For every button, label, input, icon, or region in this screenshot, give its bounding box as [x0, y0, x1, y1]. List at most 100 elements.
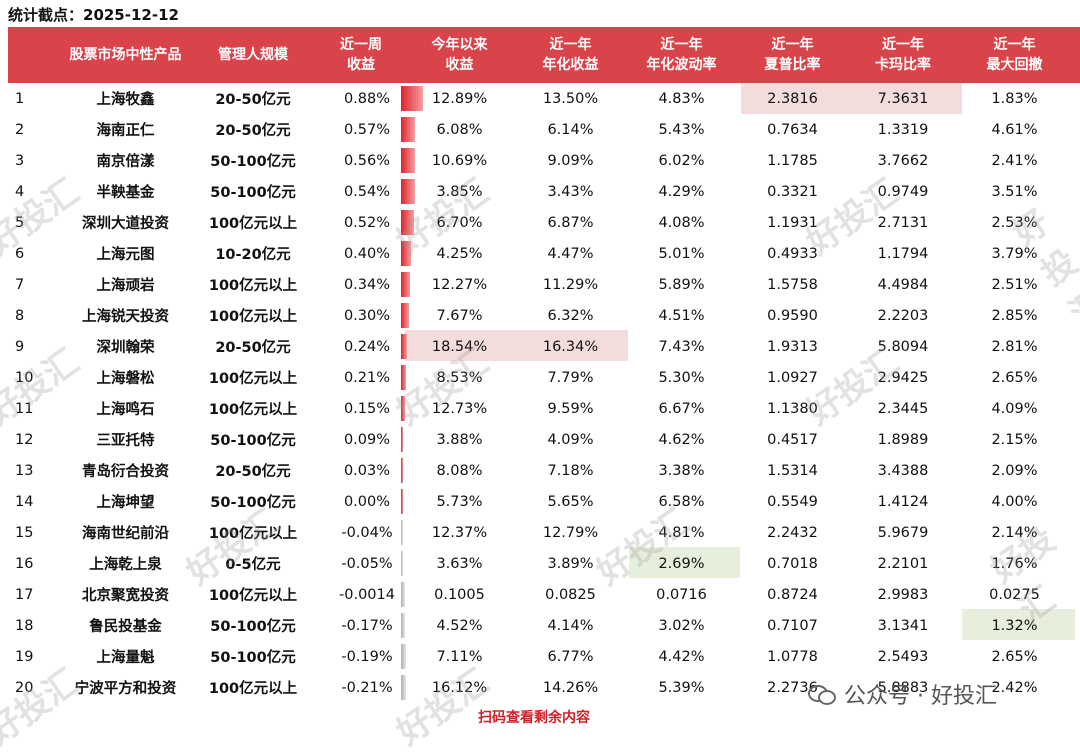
product-name: 上海顽岩 — [96, 278, 155, 294]
annual-volatility: 3.38% — [658, 462, 705, 479]
product-name: 上海元图 — [96, 247, 155, 263]
sharpe-ratio: 0.7634 — [767, 121, 818, 138]
week-return: 0.88% — [318, 83, 423, 114]
row-index: 12 — [15, 431, 34, 448]
week-return-text: 0.03% — [343, 462, 391, 479]
table-row: 14 上海坤望 50-100亿元 0.00% 5.73% 5.65% 6.58% 0.5549… — [8, 486, 1080, 517]
week-return-bar — [401, 520, 403, 545]
footer-note[interactable]: 扫码查看剩余内容 — [478, 710, 590, 726]
calmar-ratio: 1.4124 — [877, 493, 929, 510]
sharpe-ratio: 2.2736 — [767, 679, 818, 696]
product-name: 上海坤望 — [96, 495, 155, 511]
row-index: 14 — [15, 493, 34, 510]
week-return: 0.30% — [318, 300, 409, 331]
table-header: 股票市场中性产品 管理人规模 近一周 收益 今年以来 收益 近一年 年化收益 近一年年… — [8, 27, 1080, 83]
calmar-ratio: 0.9749 — [877, 183, 929, 200]
calmar-ratio: 2.3445 — [877, 400, 929, 417]
ytd-return: 16.12% — [431, 679, 488, 696]
week-return-text: 0.30% — [343, 307, 391, 324]
week-return: -0.21% — [318, 672, 407, 703]
week-return-text: 0.88% — [343, 90, 391, 107]
highlight-dd-min — [962, 609, 1075, 640]
sharpe-ratio: 1.1931 — [767, 214, 818, 231]
product-name: 北京聚宽投资 — [82, 588, 169, 604]
header-scale: 管理人规模 — [218, 47, 288, 63]
calmar-ratio: 2.5493 — [877, 648, 929, 665]
header-ann-vol: 近一年 年化波动率 — [646, 37, 717, 73]
sharpe-ratio: 0.8724 — [767, 586, 818, 603]
row-index: 3 — [15, 152, 25, 169]
table-row: 16 上海乾上泉 0-5亿元 -0.05% 3.63% 3.89% 2.69% 0.7018 2… — [8, 548, 1080, 579]
week-return-text: -0.05% — [341, 555, 393, 572]
product-name: 深圳大道投资 — [82, 216, 169, 232]
manager-scale: 50-100亿元 — [210, 154, 296, 170]
manager-scale: 50-100亿元 — [210, 650, 296, 666]
week-return-bar — [401, 303, 409, 328]
product-name: 半鞅基金 — [96, 185, 155, 201]
header-max-dd: 近一年 最大回撤 — [986, 37, 1043, 73]
product-name: 深圳翰荣 — [96, 340, 155, 356]
sharpe-ratio: 0.3321 — [767, 183, 818, 200]
table-row: 3 南京倍漾 50-100亿元 0.56% 10.69% 9.09% 6.02% 1.1785… — [8, 145, 1080, 176]
ytd-return: 10.69% — [431, 152, 488, 169]
stat-date: 统计截点：2025-12-12 — [8, 6, 179, 24]
sharpe-ratio: 1.1785 — [767, 152, 818, 169]
annual-volatility: 4.08% — [658, 214, 705, 231]
sharpe-ratio: 0.9590 — [767, 307, 818, 324]
table-row: 6 上海元图 10-20亿元 0.40% 4.25% 4.47% 5.01% 0.4933 1.… — [8, 238, 1080, 269]
ytd-return: 8.08% — [436, 462, 483, 479]
calmar-ratio: 4.4984 — [877, 276, 929, 293]
week-return: 0.09% — [318, 424, 404, 455]
manager-scale: 50-100亿元 — [210, 619, 296, 635]
annual-volatility: 4.42% — [658, 648, 705, 665]
header-calmar: 近一年 卡玛比率 — [875, 37, 931, 73]
sharpe-ratio: 1.0927 — [767, 369, 818, 386]
ytd-return: 18.54% — [431, 338, 488, 355]
row-index: 13 — [15, 462, 34, 479]
ytd-return: 8.53% — [436, 369, 483, 386]
max-drawdown: 2.65% — [991, 648, 1038, 665]
sharpe-ratio: 0.5549 — [767, 493, 818, 510]
week-return-text: 0.00% — [343, 493, 391, 510]
max-drawdown: 2.65% — [991, 369, 1038, 386]
week-return-bar — [401, 241, 411, 266]
week-return-bar — [401, 272, 410, 297]
max-drawdown: 1.32% — [991, 617, 1038, 634]
row-index: 8 — [15, 307, 25, 324]
annual-return: 3.89% — [547, 555, 594, 572]
row-index: 15 — [15, 524, 34, 541]
annual-return: 4.47% — [547, 245, 594, 262]
manager-scale: 100亿元以上 — [208, 402, 298, 418]
annual-return: 9.59% — [547, 400, 594, 417]
row-index: 18 — [15, 617, 34, 634]
ytd-return: 6.70% — [436, 214, 483, 231]
row-index: 5 — [15, 214, 25, 231]
table-row: 20 宁波平方和投资 100亿元以上 -0.21% 16.12% 14.26% 5.39% 2… — [8, 672, 1080, 703]
ytd-return: 3.85% — [436, 183, 483, 200]
week-return: 0.03% — [318, 455, 404, 486]
row-index: 1 — [15, 90, 25, 107]
ytd-return: 6.08% — [436, 121, 483, 138]
row-index: 4 — [15, 183, 25, 200]
annual-return: 6.14% — [547, 121, 594, 138]
row-index: 19 — [15, 648, 34, 665]
table-row: 5 深圳大道投资 100亿元以上 0.52% 6.70% 6.87% 4.08% 1.1931… — [8, 207, 1080, 238]
max-drawdown: 3.79% — [991, 245, 1038, 262]
max-drawdown: 2.14% — [991, 524, 1038, 541]
week-return: 0.15% — [318, 393, 405, 424]
annual-volatility: 6.02% — [658, 152, 705, 169]
calmar-ratio: 2.2101 — [877, 555, 929, 572]
annual-volatility: 7.43% — [658, 338, 705, 355]
max-drawdown: 2.81% — [991, 338, 1038, 355]
highlight-ytd-ann-max — [405, 330, 628, 361]
table-body: 1 上海牧鑫 20-50亿元 0.88% 12.89% 13.50% 4.83% 2.3816… — [8, 83, 1080, 703]
week-return: 0.52% — [318, 207, 414, 238]
data-table: 股票市场中性产品 管理人规模 近一周 收益 今年以来 收益 近一年 年化收益 近一年年… — [8, 27, 1080, 703]
max-drawdown: 2.85% — [991, 307, 1038, 324]
table-row: 1 上海牧鑫 20-50亿元 0.88% 12.89% 13.50% 4.83% 2.3816… — [8, 83, 1080, 114]
manager-scale: 50-100亿元 — [210, 495, 296, 511]
week-return-text: 0.52% — [343, 214, 391, 231]
table-row: 17 北京聚宽投资 100亿元以上 -0.0014 0.1005 0.0825 0.0716… — [8, 579, 1080, 610]
week-return-text: -0.04% — [341, 524, 393, 541]
week-return-text: 0.54% — [343, 183, 391, 200]
